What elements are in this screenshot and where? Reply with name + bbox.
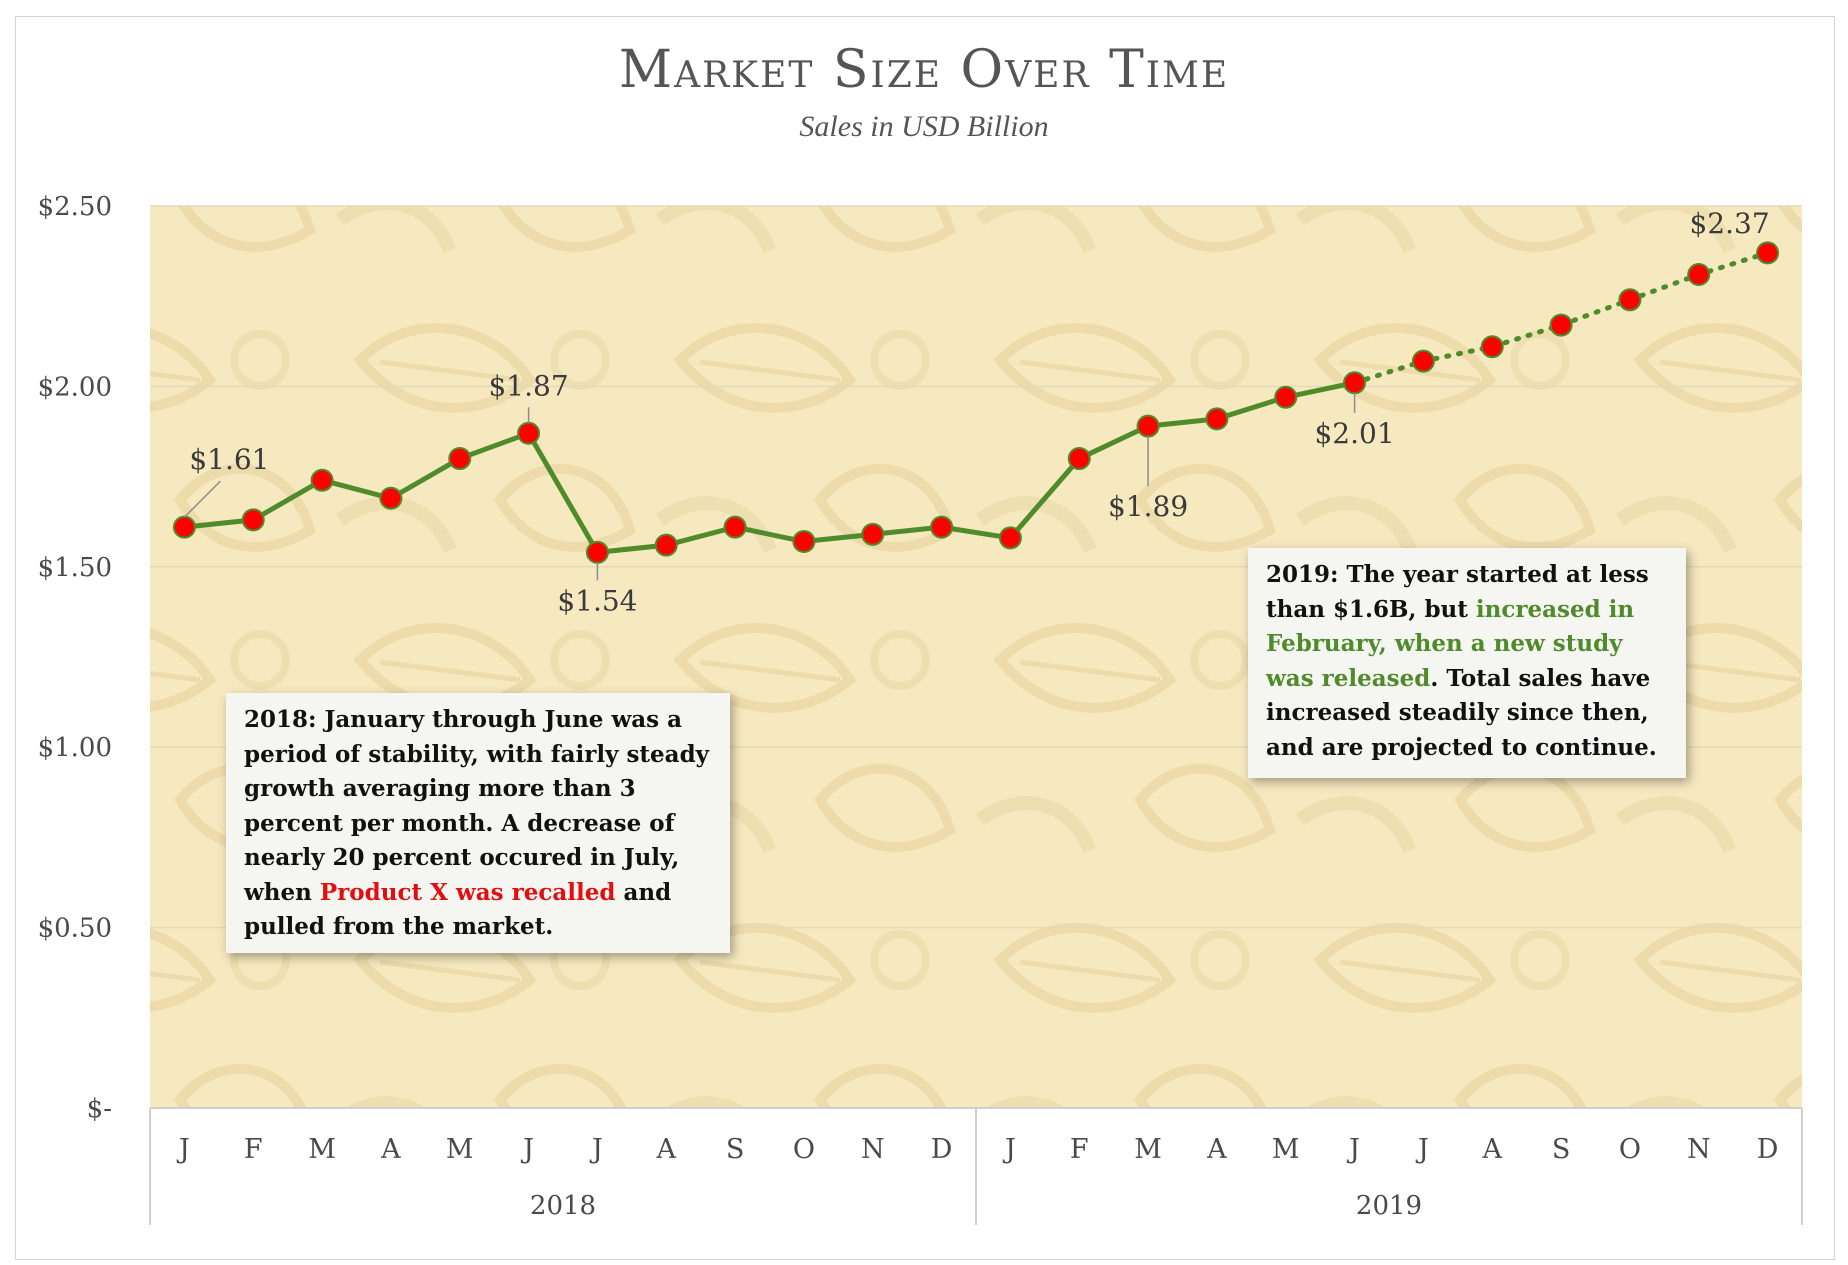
x-tick-label: J [520,1134,534,1165]
data-label: $1.54 [557,584,637,617]
data-point [310,468,334,492]
data-label: $2.01 [1314,417,1394,450]
x-tick-label: M [1272,1134,1300,1165]
annotation-2019-text: 2019: The year started at less than $1.6… [1266,561,1649,623]
x-tick-label: D [931,1134,953,1165]
data-point [861,522,885,546]
x-tick-label: A [656,1134,677,1165]
annotation-2018: 2018: January through June was a period … [226,693,730,953]
x-tick-label: S [726,1134,745,1165]
x-tick-label: J [1415,1134,1429,1165]
x-tick-label: J [1346,1134,1360,1165]
y-tick-label: $2.00 [38,372,112,402]
data-label: $1.61 [189,443,269,476]
data-point [1549,313,1573,337]
x-tick-label: A [1206,1134,1227,1165]
data-label: $1.87 [488,369,568,402]
x-tick-label: J [1002,1134,1016,1165]
x-tick-label: F [244,1134,263,1165]
year-label: 2019 [1356,1191,1422,1221]
x-tick-label: N [861,1134,885,1165]
data-point [1411,349,1435,373]
data-labels: $1.61 $1.87 $1.54 $1.89 $2.01 $2.37 [183,207,1770,617]
data-label: $2.37 [1689,207,1769,240]
data-point [241,508,265,532]
x-tick-label: O [793,1134,815,1165]
x-tick-label: F [1070,1134,1089,1165]
data-point [1756,241,1780,265]
annotation-2019-text-end: . Total sales have increased steadily si… [1266,664,1657,761]
x-axis: J F M A M J J A S O N D J F M A M J J A S O N D 2018 2019 [149,1107,1803,1225]
data-point [1205,407,1229,431]
data-point [1274,385,1298,409]
data-label: $1.89 [1108,490,1188,523]
year-label: 2018 [530,1191,596,1221]
annotation-2018-text-end: and pulled from the market. [244,878,672,941]
x-tick-label: J [176,1134,190,1165]
x-tick-label: N [1687,1134,1711,1165]
annotation-2018-highlight: Product X was recalled [319,878,616,906]
x-tick-label: M [446,1134,474,1165]
x-tick-label: D [1757,1134,1779,1165]
y-tick-label: $1.00 [38,733,112,763]
data-point [1687,263,1711,287]
data-point [654,533,678,557]
data-label-leader [183,480,221,518]
data-point [172,515,196,539]
x-tick-label: J [589,1134,603,1165]
y-tick-label: $1.50 [38,553,112,583]
data-point [448,447,472,471]
x-tick-label: M [1134,1134,1162,1165]
chart-frame [15,16,1835,1260]
data-point [1343,371,1367,395]
x-tick-label: S [1552,1134,1571,1165]
chart-subtitle: Sales in USD Billion [799,110,1049,143]
data-point [1136,414,1160,438]
y-tick-label: $0.50 [38,914,112,944]
data-point [1618,288,1642,312]
x-tick-label: A [380,1134,401,1165]
data-point [517,421,541,445]
y-tick-label: $2.50 [38,192,112,222]
x-tick-label: O [1619,1134,1641,1165]
x-tick-label: A [1482,1134,1503,1165]
actual-sales-line [184,380,1356,555]
data-point [723,515,747,539]
x-tick-label: M [308,1134,336,1165]
data-point [792,530,816,554]
y-tick-label: $- [87,1094,112,1124]
data-point [930,515,954,539]
annotation-2019-highlight: increased in February, when a new study … [1266,595,1635,692]
data-point [1067,447,1091,471]
annotation-2019: 2019: The year started at less than $1.6… [1248,548,1686,778]
data-point [585,540,609,564]
y-axis: $- $0.50 $1.00 $1.50 $2.00 $2.50 [38,192,112,1124]
data-point [998,526,1022,550]
chart-title: Market Size Over Time [618,40,1230,100]
data-point [379,486,403,510]
annotation-2018-text: 2018: January through June was a period … [244,706,710,906]
data-point [1480,335,1504,359]
